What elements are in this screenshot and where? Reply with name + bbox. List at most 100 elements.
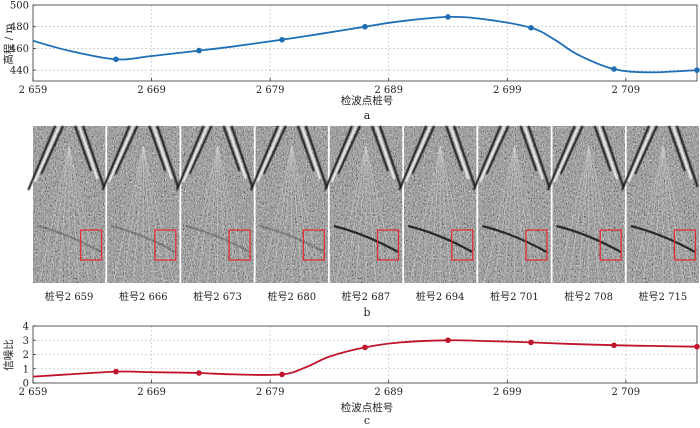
- direct-wave-right: [304, 125, 328, 188]
- data-point-c: [362, 344, 368, 351]
- direct-wave-left: [633, 125, 658, 175]
- gather-panel: [101, 125, 180, 284]
- direct-wave-left: [627, 125, 654, 183]
- direct-wave-left: [182, 125, 209, 183]
- surface-wave: [112, 145, 144, 284]
- panel-label-b: b: [363, 306, 370, 319]
- direct-wave-right: [156, 125, 180, 188]
- direct-wave-right: [597, 125, 619, 180]
- surface-wave: [281, 145, 293, 284]
- gather-label: 桩号2 687: [342, 290, 391, 303]
- x-tick-label-c: 2 669: [137, 387, 166, 398]
- surface-wave: [207, 145, 218, 284]
- direct-wave-right: [449, 125, 470, 180]
- direct-wave-events: [175, 125, 254, 191]
- direct-wave-right: [82, 125, 105, 188]
- direct-wave-left: [324, 125, 353, 191]
- direct-wave-right: [226, 125, 247, 180]
- series-line-c: [32, 339, 698, 378]
- plot-frame-a: [32, 4, 698, 82]
- highlight-box: [525, 229, 548, 261]
- surface-wave: [588, 145, 600, 284]
- direct-wave-left: [256, 125, 283, 183]
- direct-wave-left: [411, 125, 436, 175]
- surface-wave: [632, 145, 664, 284]
- direct-wave-left: [114, 125, 139, 175]
- surface-wave: [409, 145, 441, 284]
- direct-wave-right: [667, 125, 686, 172]
- gather-label: 桩号2 666: [119, 290, 168, 303]
- x-tick-label-a: 2 659: [19, 85, 48, 96]
- direct-wave-left: [404, 125, 432, 183]
- direct-wave-left: [40, 125, 65, 175]
- x-tick-label-a: 2 709: [612, 85, 641, 96]
- direct-wave-left: [479, 125, 506, 183]
- data-point-c: [279, 371, 285, 378]
- data-point-a: [196, 47, 202, 54]
- y-tick-label-c: 2: [23, 350, 29, 361]
- y-axis-label-c: 信噪比: [2, 339, 15, 371]
- highlight-box: [673, 229, 697, 261]
- reflection-event: [482, 224, 548, 253]
- gather-label: 桩号2 708: [564, 290, 613, 303]
- direct-wave-left: [101, 125, 131, 191]
- direct-wave-right: [300, 125, 322, 180]
- elevation-chart: 2 659 2 669 2 679 2 689 2 699 2 709 440 460 480 5…: [10, 1, 700, 96]
- y-tick-label-c: 0: [23, 379, 29, 390]
- direct-wave-left: [398, 125, 428, 191]
- gather-panel: [621, 125, 699, 284]
- direct-wave-right: [379, 125, 402, 188]
- data-point-a: [445, 14, 451, 20]
- direct-wave-right: [78, 125, 99, 180]
- direct-wave-left: [188, 125, 213, 175]
- direct-wave-left: [559, 125, 584, 175]
- x-tick-label-c: 2 659: [19, 387, 48, 398]
- direct-wave-events: [546, 125, 625, 191]
- surface-wave: [429, 145, 441, 284]
- direct-wave-right: [519, 125, 538, 172]
- data-point-a: [694, 67, 700, 73]
- surface-wave: [261, 145, 293, 284]
- direct-wave-left: [250, 125, 279, 191]
- y-tick-label-c: 4: [23, 322, 29, 333]
- direct-wave-right: [296, 125, 315, 172]
- direct-wave-right: [74, 125, 93, 172]
- surface-wave: [68, 145, 80, 284]
- direct-wave-left: [485, 125, 510, 175]
- y-tick-label-c: 1: [23, 364, 29, 375]
- direct-wave-left: [330, 125, 357, 183]
- gather-label: 桩号2 680: [267, 290, 316, 303]
- direct-wave-events: [472, 125, 551, 191]
- surface-wave: [58, 145, 70, 284]
- surface-wave: [335, 145, 367, 284]
- reflection-event: [556, 224, 622, 253]
- x-tick-label-a: 2 679: [256, 85, 285, 96]
- data-point-c: [113, 368, 119, 375]
- surface-wave: [558, 145, 590, 284]
- data-point-c: [528, 339, 534, 346]
- surface-wave: [504, 145, 515, 284]
- y-tick-label-a: 500: [10, 1, 29, 12]
- direct-wave-right: [152, 125, 173, 180]
- highlight-box: [154, 229, 177, 261]
- gather-label: 桩号2 694: [416, 290, 465, 303]
- direct-wave-right: [445, 125, 464, 172]
- data-point-a: [611, 66, 617, 72]
- reflection-event: [185, 224, 251, 253]
- direct-wave-right: [601, 125, 625, 188]
- gather-panel: [175, 125, 254, 284]
- highlight-box: [302, 229, 325, 261]
- gather-label: 桩号2 701: [490, 290, 539, 303]
- surface-wave: [439, 145, 451, 284]
- gather-panel: [27, 125, 106, 284]
- direct-wave-right: [523, 125, 544, 180]
- highlight-box: [451, 229, 474, 261]
- y-tick-label-a: 460: [10, 44, 29, 55]
- highlight-box: [80, 229, 103, 261]
- direct-wave-left: [108, 125, 135, 183]
- direct-wave-right: [527, 125, 551, 188]
- surface-wave: [122, 145, 144, 284]
- surface-wave: [271, 145, 293, 284]
- direct-wave-left: [553, 125, 580, 183]
